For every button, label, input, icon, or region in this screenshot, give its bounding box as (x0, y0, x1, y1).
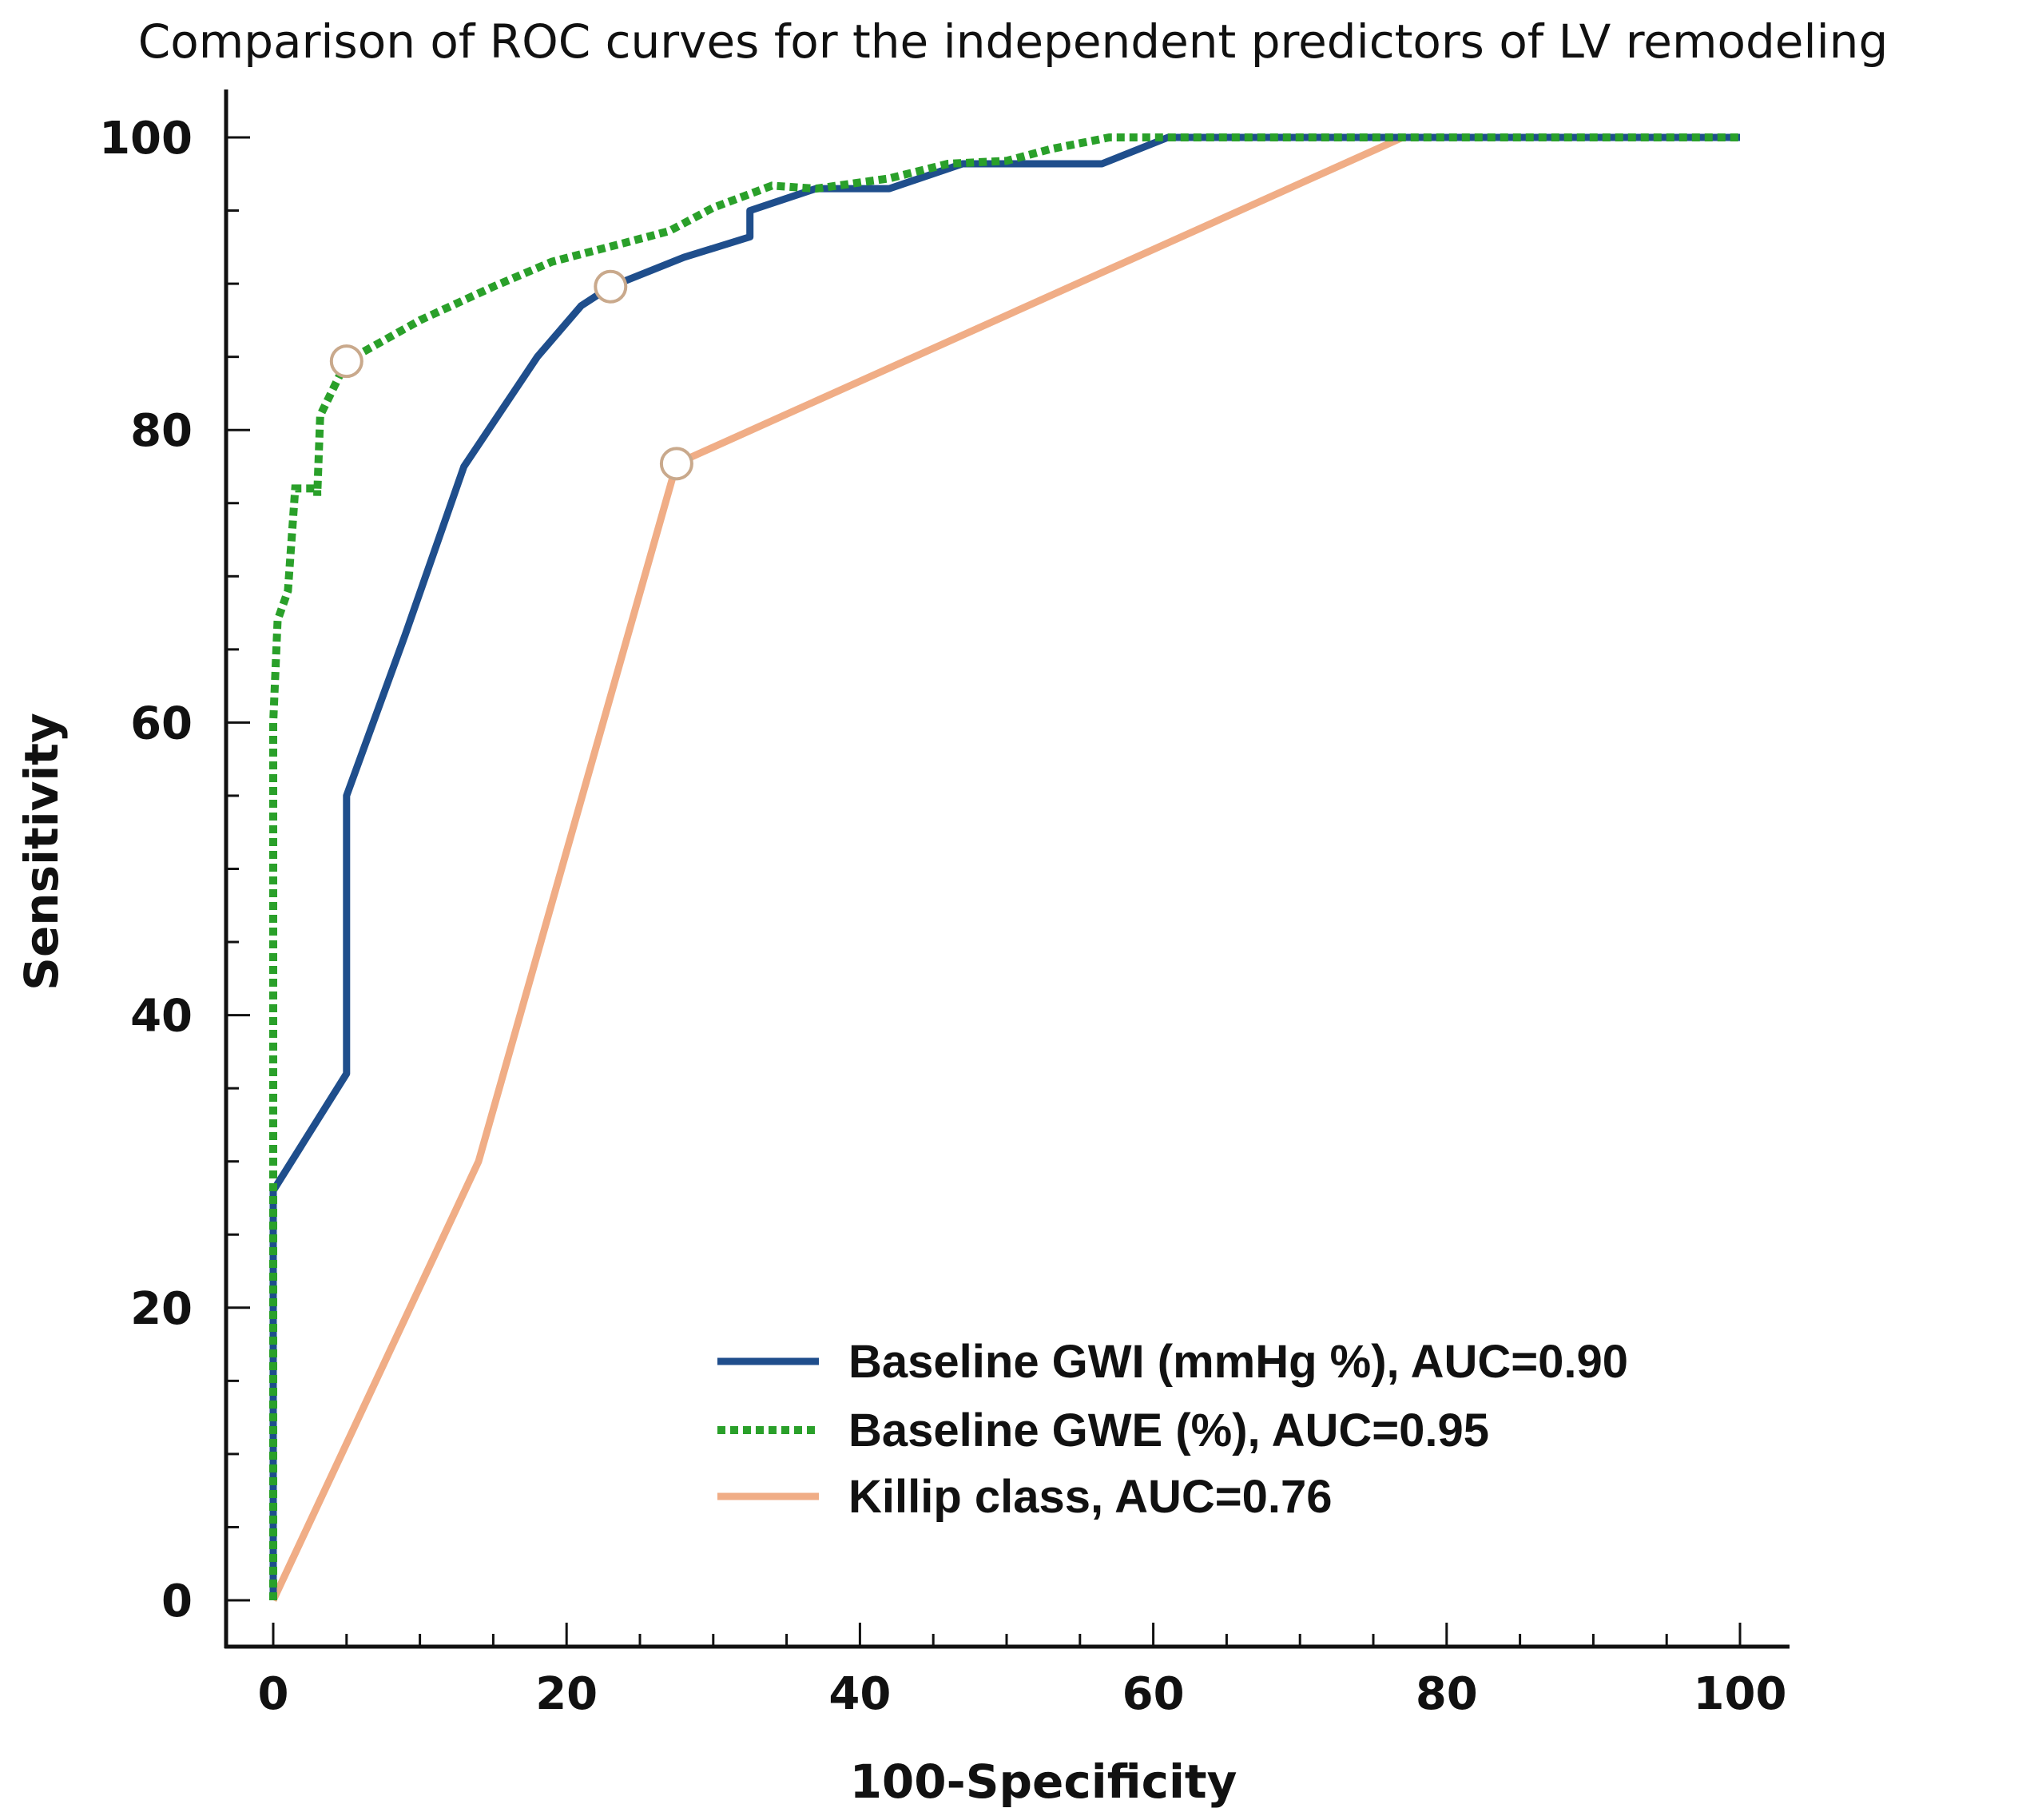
gwi-curve (269, 133, 1740, 1600)
gwe-curve (269, 133, 1740, 1600)
gwe-cutoff-marker (329, 344, 363, 379)
y-tick-label: 60 (130, 697, 193, 749)
legend-label: Baseline GWI (mmHg %), AUC=0.90 (848, 1336, 1628, 1388)
killip-cutoff-marker (659, 447, 693, 481)
y-tick-label: 40 (130, 991, 193, 1043)
x-tick-label: 100 (1694, 1668, 1787, 1720)
y-tick-label: 100 (99, 113, 193, 165)
x-tick-label: 40 (828, 1668, 891, 1720)
legend-label: Killip class, AUC=0.76 (848, 1471, 1333, 1523)
legend-item-gwe: Baseline GWE (%), AUC=0.95 (717, 1405, 1489, 1456)
y-tick-label: 0 (161, 1576, 193, 1627)
x-tick-label: 0 (258, 1668, 289, 1720)
chart-title: Comparison of ROC curves for the indepen… (138, 14, 1889, 69)
legend-label: Baseline GWE (%), AUC=0.95 (848, 1405, 1489, 1456)
legend-item-killip: Killip class, AUC=0.76 (717, 1471, 1333, 1523)
x-axis-ticks: 0 20 40 60 80 100 (258, 1623, 1787, 1720)
x-tick-label: 80 (1416, 1668, 1478, 1720)
x-tick-label: 20 (535, 1668, 598, 1720)
cutoff-markers (329, 269, 693, 481)
gwi-cutoff-marker (594, 269, 628, 304)
y-axis-ticks: 0 20 40 60 80 100 (99, 113, 250, 1627)
x-tick-label: 60 (1122, 1668, 1185, 1720)
y-tick-label: 80 (130, 405, 193, 457)
x-axis-label: 100-Specificity (850, 1754, 1237, 1809)
legend-item-gwi: Baseline GWI (mmHg %), AUC=0.90 (717, 1336, 1628, 1388)
y-tick-label: 20 (130, 1283, 193, 1335)
legend: Baseline GWI (mmHg %), AUC=0.90 Baseline … (717, 1336, 1628, 1523)
y-axis-label: Sensitivity (14, 713, 69, 991)
